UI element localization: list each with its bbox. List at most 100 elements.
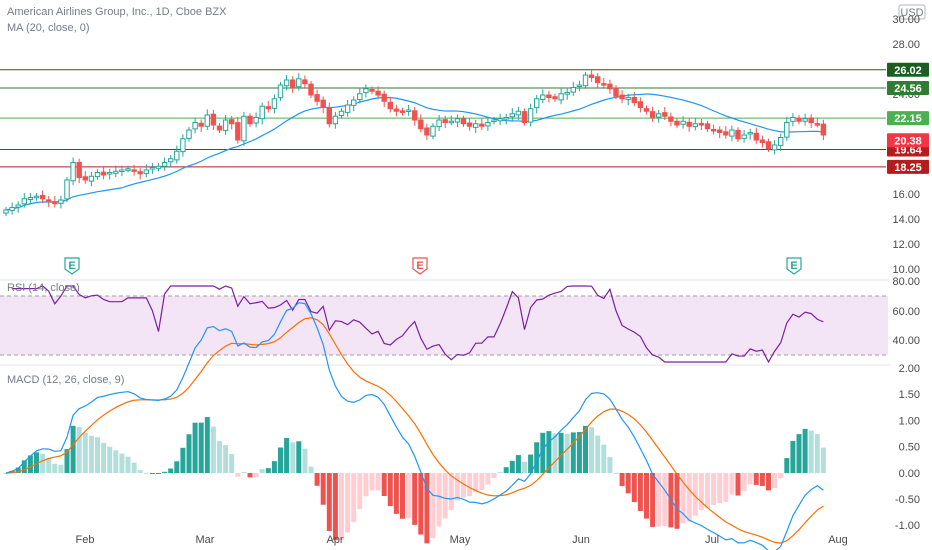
macd-bar	[796, 434, 802, 473]
candle-body	[674, 120, 680, 126]
candle-body	[70, 162, 76, 182]
candle-body	[710, 129, 717, 132]
rsi-band	[0, 296, 888, 355]
macd-bar	[753, 473, 759, 485]
time-axis[interactable]: Feb Mar Apr May Jun Jul Aug	[76, 534, 848, 546]
time-tick: Apr	[326, 534, 343, 546]
macd-bar	[210, 426, 216, 473]
time-tick: Feb	[76, 534, 95, 546]
macd-tick: 0.50	[899, 442, 920, 454]
macd-bar	[656, 473, 662, 527]
macd-bar	[607, 457, 613, 473]
macd-bar	[540, 432, 546, 473]
macd-bar	[119, 453, 125, 473]
candle-body	[21, 198, 28, 205]
macd-bar	[729, 473, 735, 495]
macd-bar	[88, 435, 94, 473]
macd-bar	[156, 473, 161, 474]
candle-body	[393, 108, 400, 112]
macd-bar	[107, 446, 113, 473]
price-tag-box	[887, 81, 929, 95]
candle-body	[460, 118, 467, 125]
candle-body	[247, 115, 253, 125]
candle-body	[717, 129, 723, 133]
macd-bar	[772, 473, 778, 489]
candle-body	[222, 119, 229, 131]
macd-bar	[503, 467, 509, 473]
candle-body	[704, 123, 711, 130]
macd-bar	[302, 448, 308, 473]
candle-body	[595, 76, 601, 83]
candle-body	[198, 122, 204, 127]
candle-body	[259, 105, 265, 120]
candle-body	[619, 94, 625, 100]
price-tag-box	[887, 133, 929, 148]
macd-bar	[52, 463, 58, 473]
candle-body	[729, 129, 735, 137]
candle-body	[64, 179, 70, 200]
currency-box[interactable]	[898, 4, 926, 20]
earnings-marker: E	[786, 257, 802, 275]
candle-body	[534, 98, 540, 109]
macd-bar	[149, 473, 155, 474]
earnings-letter: E	[790, 260, 797, 272]
candle-body	[265, 106, 272, 110]
candle-body	[802, 118, 808, 122]
candle-body	[351, 99, 357, 106]
macd-bar	[204, 417, 210, 473]
macd-bar	[217, 441, 222, 473]
candle-body	[546, 94, 552, 98]
candle-body	[820, 123, 827, 136]
macd-bar	[95, 437, 100, 473]
price-tick: 28.00	[892, 39, 920, 51]
macd-bar	[741, 473, 747, 492]
rsi-axis[interactable]: 80.00 60.00 40.00	[892, 276, 920, 347]
candle-body	[680, 120, 686, 125]
macd-bar	[625, 473, 631, 494]
macd-bar	[497, 472, 503, 474]
candle-body	[485, 122, 491, 127]
candle-body	[229, 119, 235, 125]
candle-body	[558, 93, 564, 101]
candle-body	[235, 122, 241, 141]
macd-bar	[296, 441, 302, 473]
candle-body	[607, 83, 613, 90]
macd-bar	[485, 473, 491, 485]
macd-bar	[778, 473, 784, 479]
candle-body	[320, 99, 326, 108]
macd-bar	[168, 468, 174, 473]
candle-body	[466, 122, 473, 127]
signal-line	[5, 317, 824, 544]
macd-bar	[387, 473, 393, 507]
price-tag-label: 20.38	[894, 135, 922, 147]
rsi-tick: 80.00	[892, 276, 920, 288]
macd-bar	[223, 445, 229, 473]
macd-bar	[442, 473, 448, 519]
macd-bar	[34, 452, 39, 473]
time-tick: May	[450, 534, 471, 546]
candle-body	[515, 110, 522, 116]
macd-axis[interactable]: 2.00 1.50 1.00 0.50 0.00 -0.50 -1.00	[895, 363, 920, 532]
macd-bar	[229, 454, 235, 473]
macd-bar	[113, 450, 119, 473]
macd-bar	[253, 473, 259, 478]
macd-bar	[345, 473, 351, 533]
macd-bar	[125, 456, 131, 473]
candle-body	[314, 94, 320, 102]
price-tag-label: 18.25	[894, 162, 922, 174]
macd-bar	[692, 473, 698, 516]
candle-body	[491, 119, 497, 122]
currency-label: USD	[900, 7, 923, 19]
macd-bar	[705, 473, 710, 508]
macd-bar	[320, 473, 326, 505]
macd-bar	[143, 472, 149, 474]
candle-body	[344, 104, 351, 113]
macd-bar	[351, 473, 357, 523]
macd-bar	[363, 473, 369, 497]
time-tick: Mar	[196, 534, 215, 546]
earnings-marker: E	[64, 257, 80, 275]
candle-body	[790, 117, 796, 122]
macd-bar	[662, 473, 668, 527]
candle-body	[338, 110, 345, 116]
candle-body	[88, 175, 95, 182]
